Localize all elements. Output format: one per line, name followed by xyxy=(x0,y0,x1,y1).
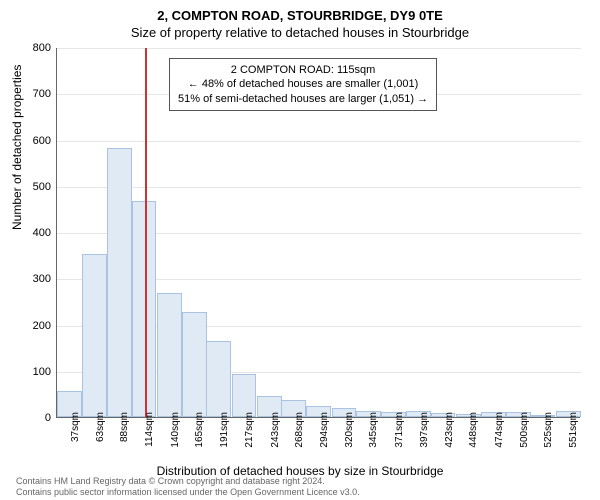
y-tick-label: 0 xyxy=(21,412,51,424)
histogram-bar xyxy=(132,201,157,417)
y-axis-label: Number of detached properties xyxy=(10,65,24,230)
x-tick-label: 397sqm xyxy=(419,412,430,448)
histogram-bar xyxy=(107,148,132,417)
gridline xyxy=(57,141,581,142)
x-tick-label: 345sqm xyxy=(368,412,379,448)
x-tick-label: 165sqm xyxy=(194,412,205,448)
plot-region: 010020030040050060070080037sqm63sqm88sqm… xyxy=(56,48,580,418)
x-tick-label: 114sqm xyxy=(144,412,155,447)
y-tick-label: 100 xyxy=(21,366,51,378)
annotation-line: 2 COMPTON ROAD: 115sqm xyxy=(178,63,428,77)
gridline xyxy=(57,48,581,49)
x-tick-label: 191sqm xyxy=(219,412,230,448)
x-tick-label: 500sqm xyxy=(519,412,530,448)
x-tick-label: 294sqm xyxy=(319,412,330,448)
footer-attribution: Contains HM Land Registry data © Crown c… xyxy=(16,476,584,498)
x-tick-label: 474sqm xyxy=(494,412,505,448)
y-tick-label: 300 xyxy=(21,273,51,285)
x-tick-label: 217sqm xyxy=(244,412,255,448)
x-tick-label: 243sqm xyxy=(270,412,281,448)
x-tick-label: 551sqm xyxy=(568,412,579,448)
x-tick-label: 88sqm xyxy=(119,412,130,442)
x-tick-label: 448sqm xyxy=(468,412,479,448)
histogram-bar xyxy=(206,341,231,417)
x-tick-label: 525sqm xyxy=(543,412,554,448)
x-tick-label: 423sqm xyxy=(444,412,455,448)
chart-title: 2, COMPTON ROAD, STOURBRIDGE, DY9 0TE xyxy=(0,8,600,23)
y-tick-label: 400 xyxy=(21,227,51,239)
histogram-bar xyxy=(182,312,207,417)
histogram-bar xyxy=(232,374,257,417)
y-tick-label: 700 xyxy=(21,88,51,100)
gridline xyxy=(57,187,581,188)
footer-line-1: Contains HM Land Registry data © Crown c… xyxy=(16,476,584,487)
x-tick-label: 37sqm xyxy=(70,412,81,442)
y-tick-label: 200 xyxy=(21,320,51,332)
x-tick-label: 320sqm xyxy=(344,412,355,448)
chart-header: 2, COMPTON ROAD, STOURBRIDGE, DY9 0TE Si… xyxy=(0,0,600,40)
property-marker-line xyxy=(145,48,147,417)
chart-area: 010020030040050060070080037sqm63sqm88sqm… xyxy=(56,48,580,418)
histogram-bar xyxy=(82,254,107,417)
annotation-line: ← 48% of detached houses are smaller (1,… xyxy=(178,77,428,91)
x-tick-label: 268sqm xyxy=(294,412,305,448)
footer-line-2: Contains public sector information licen… xyxy=(16,487,584,498)
x-tick-label: 140sqm xyxy=(170,412,181,448)
y-tick-label: 800 xyxy=(21,42,51,54)
histogram-bar xyxy=(157,293,182,417)
y-tick-label: 600 xyxy=(21,135,51,147)
x-tick-label: 63sqm xyxy=(95,412,106,442)
chart-subtitle: Size of property relative to detached ho… xyxy=(0,25,600,40)
annotation-line: 51% of semi-detached houses are larger (… xyxy=(178,92,428,106)
y-tick-label: 500 xyxy=(21,181,51,193)
annotation-box: 2 COMPTON ROAD: 115sqm← 48% of detached … xyxy=(169,58,437,111)
x-tick-label: 371sqm xyxy=(394,412,405,448)
